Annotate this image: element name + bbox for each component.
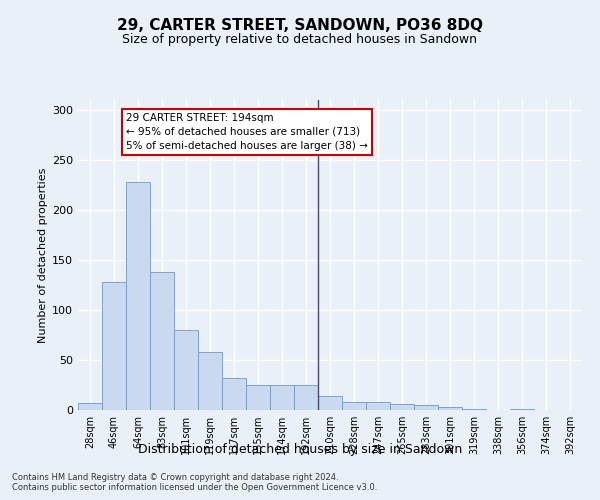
Bar (438, 407, 462, 410)
Text: Size of property relative to detached houses in Sandown: Size of property relative to detached ho… (122, 32, 478, 46)
Bar (318, 396, 342, 410)
Bar (150, 272, 174, 410)
Bar (174, 330, 198, 410)
Bar (366, 402, 390, 410)
Text: Distribution of detached houses by size in Sandown: Distribution of detached houses by size … (138, 442, 462, 456)
Bar (294, 385, 318, 410)
Y-axis label: Number of detached properties: Number of detached properties (38, 168, 48, 342)
Text: Contains HM Land Registry data © Crown copyright and database right 2024.: Contains HM Land Registry data © Crown c… (12, 472, 338, 482)
Bar (270, 385, 294, 410)
Bar (222, 378, 246, 410)
Text: 29, CARTER STREET, SANDOWN, PO36 8DQ: 29, CARTER STREET, SANDOWN, PO36 8DQ (117, 18, 483, 32)
Bar (462, 409, 486, 410)
Text: Contains public sector information licensed under the Open Government Licence v3: Contains public sector information licen… (12, 482, 377, 492)
Bar (78, 403, 102, 410)
Bar (198, 352, 222, 410)
Bar (510, 409, 534, 410)
Bar (390, 404, 414, 410)
Bar (126, 182, 150, 410)
Bar (246, 385, 270, 410)
Text: 29 CARTER STREET: 194sqm
← 95% of detached houses are smaller (713)
5% of semi-d: 29 CARTER STREET: 194sqm ← 95% of detach… (126, 113, 368, 151)
Bar (102, 282, 126, 410)
Bar (342, 402, 366, 410)
Bar (414, 405, 438, 410)
